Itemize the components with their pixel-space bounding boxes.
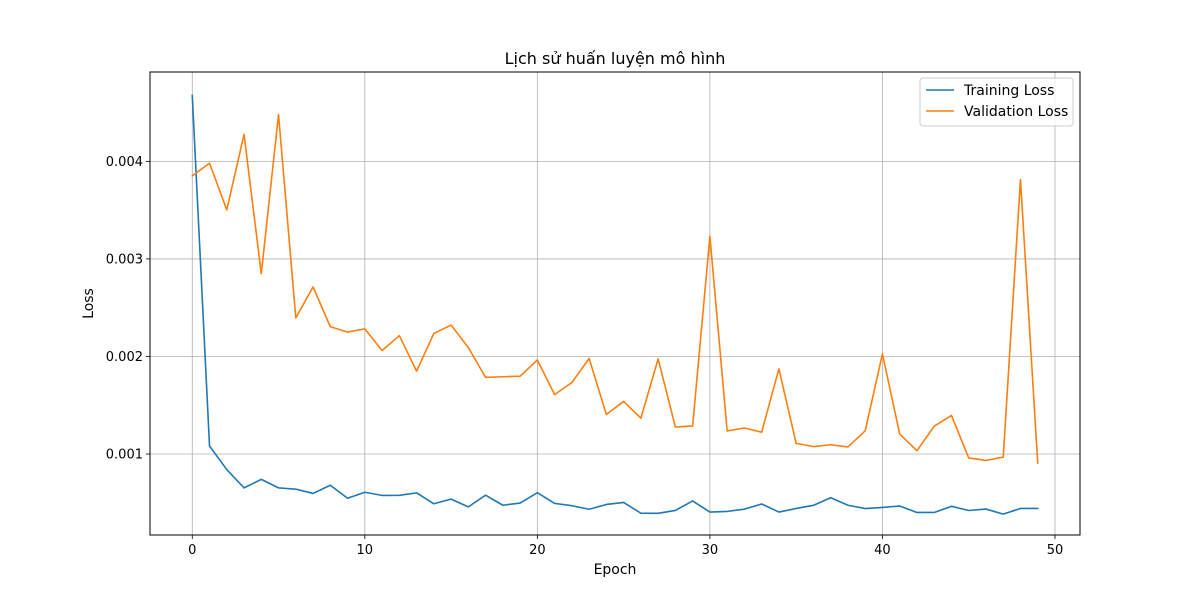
- axis-ticks: 0 10 20 30 40 50 0.001 0.002 0.003 0.004: [106, 155, 1063, 558]
- legend-label-validation-loss: Validation Loss: [964, 104, 1068, 120]
- x-tick-label: 10: [357, 543, 374, 558]
- legend-box: [919, 77, 1074, 127]
- y-tick-label: 0.003: [106, 252, 143, 267]
- legend-label-training-loss: Training Loss: [963, 83, 1054, 99]
- series-layer: [191, 94, 1039, 515]
- series-line-training-loss: [191, 94, 1039, 515]
- x-tick-label: 30: [702, 543, 719, 558]
- y-tick-label: 0.004: [106, 155, 143, 170]
- x-axis-label: Epoch: [594, 562, 637, 578]
- plot-frame: [149, 71, 1081, 536]
- y-tick-label: 0.002: [106, 350, 143, 365]
- y-tick-label: 0.001: [106, 448, 143, 463]
- series-line-validation-loss: [191, 113, 1039, 464]
- y-axis-label: Loss: [81, 288, 97, 319]
- x-tick-label: 40: [874, 543, 891, 558]
- legend: Training Loss Validation Loss: [919, 77, 1074, 127]
- x-tick-label: 0: [188, 543, 196, 558]
- grid-lines: [150, 72, 1080, 535]
- x-tick-label: 50: [1047, 543, 1064, 558]
- x-tick-label: 20: [529, 543, 546, 558]
- chart-title: Lịch sử huấn luyện mô hình: [505, 49, 726, 68]
